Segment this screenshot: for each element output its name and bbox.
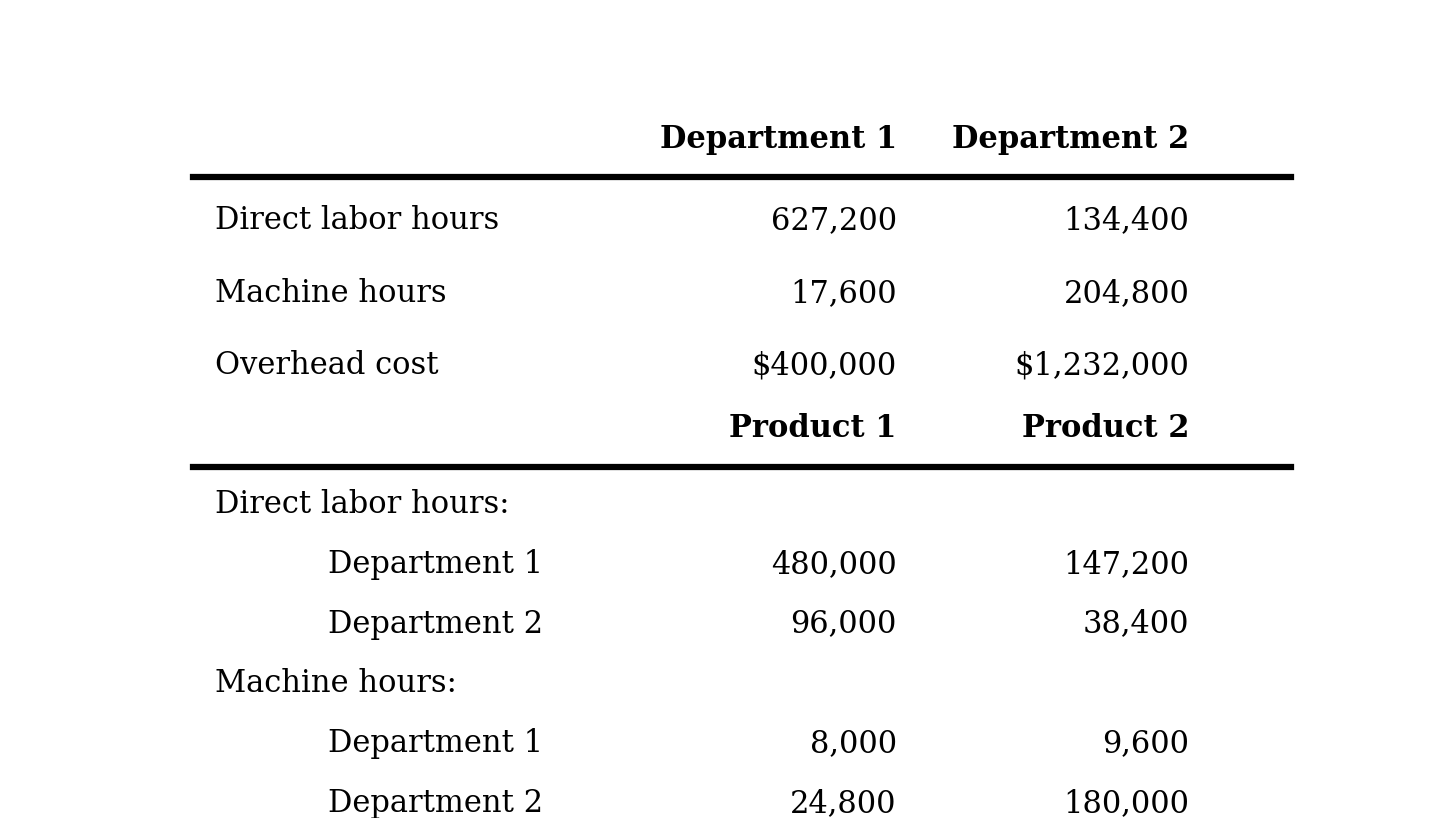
Text: 38,400: 38,400 [1082, 609, 1190, 640]
Text: 24,800: 24,800 [790, 788, 897, 818]
Text: Department 2: Department 2 [328, 609, 543, 640]
Text: 180,000: 180,000 [1064, 788, 1190, 818]
Text: Department 2: Department 2 [952, 124, 1190, 155]
Text: Direct labor hours: Direct labor hours [215, 205, 500, 236]
Text: 96,000: 96,000 [790, 609, 897, 640]
Text: 627,200: 627,200 [770, 205, 897, 236]
Text: 480,000: 480,000 [772, 549, 897, 580]
Text: Department 2: Department 2 [328, 788, 543, 818]
Text: Department 1: Department 1 [660, 124, 897, 155]
Text: Department 1: Department 1 [328, 549, 543, 580]
Text: 17,600: 17,600 [790, 278, 897, 309]
Text: Department 1: Department 1 [328, 728, 543, 759]
Text: $400,000: $400,000 [751, 350, 897, 381]
Text: 8,000: 8,000 [809, 728, 897, 759]
Text: $1,232,000: $1,232,000 [1014, 350, 1190, 381]
Text: 204,800: 204,800 [1064, 278, 1190, 309]
Text: Machine hours: Machine hours [215, 278, 448, 309]
Text: Direct labor hours:: Direct labor hours: [215, 489, 510, 520]
Text: Product 1: Product 1 [729, 413, 897, 444]
Text: 134,400: 134,400 [1064, 205, 1190, 236]
Text: Overhead cost: Overhead cost [215, 350, 439, 381]
Text: Product 2: Product 2 [1021, 413, 1190, 444]
Text: 9,600: 9,600 [1103, 728, 1190, 759]
Text: 147,200: 147,200 [1064, 549, 1190, 580]
Text: Machine hours:: Machine hours: [215, 668, 458, 699]
